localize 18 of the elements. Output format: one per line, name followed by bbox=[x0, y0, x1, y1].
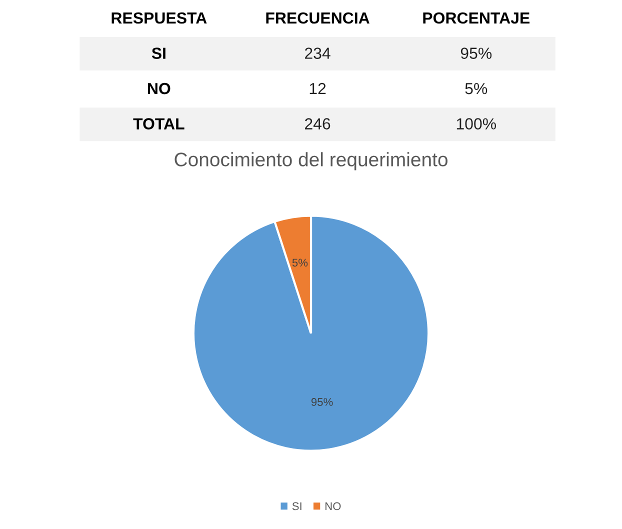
legend-label: NO bbox=[325, 502, 341, 510]
text: 246 bbox=[305, 118, 330, 130]
text: 100% bbox=[456, 118, 496, 130]
legend-label: SI bbox=[292, 502, 302, 510]
text: 12 bbox=[310, 82, 326, 94]
text: NO bbox=[148, 82, 170, 94]
text: SI bbox=[152, 48, 166, 59]
text: FRECUENCIA bbox=[266, 12, 370, 24]
text: 5% bbox=[465, 82, 488, 94]
pie-slice bbox=[192, 214, 430, 452]
chart-title: Conocimiento del requerimiento bbox=[174, 152, 448, 170]
text: TOTAL bbox=[133, 118, 184, 130]
text: PORCENTAJE bbox=[423, 12, 530, 24]
data-label: 95% bbox=[311, 398, 333, 406]
text: 95% bbox=[460, 48, 492, 59]
text: RESPUESTA bbox=[112, 12, 207, 24]
text: 234 bbox=[305, 48, 330, 59]
data-label: 5% bbox=[292, 258, 308, 267]
